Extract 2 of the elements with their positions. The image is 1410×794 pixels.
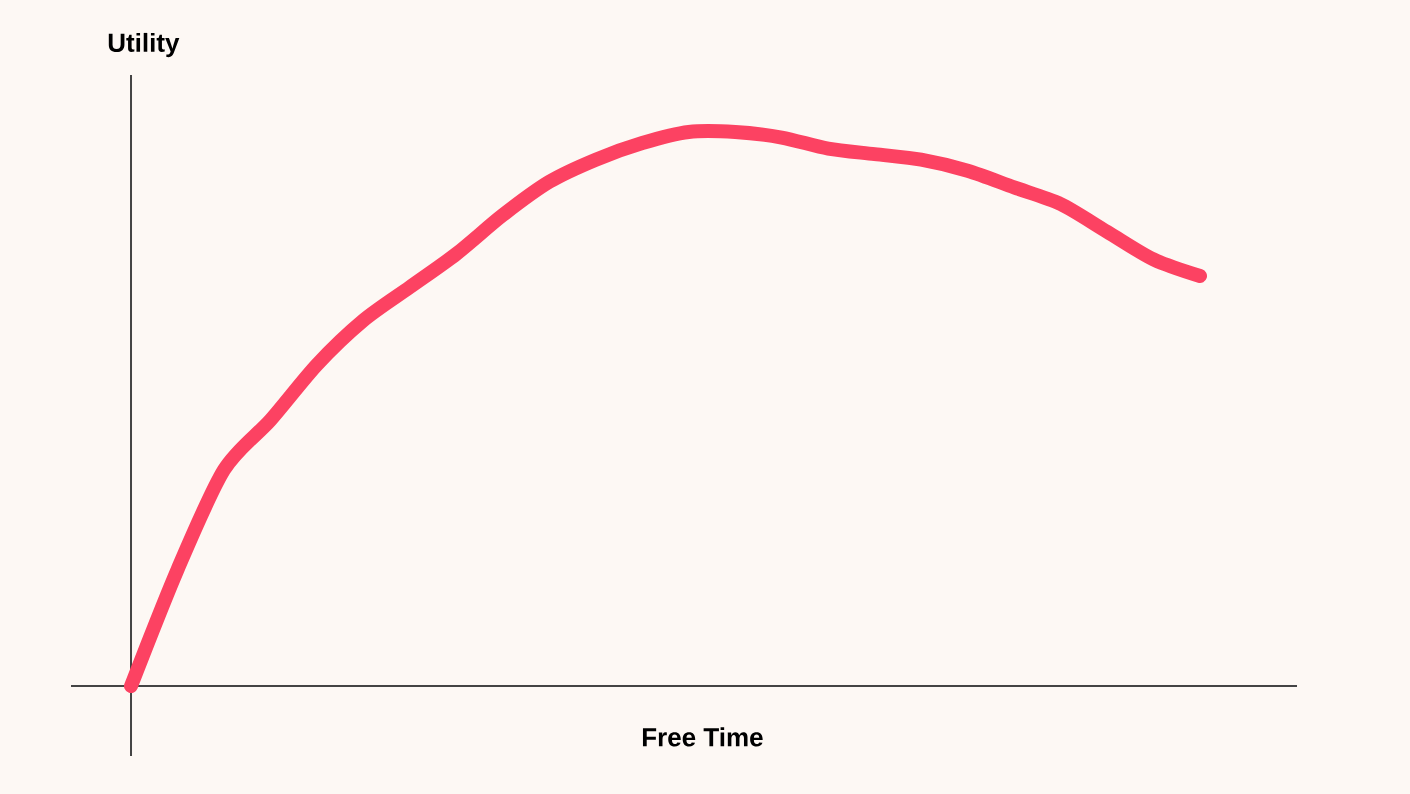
- x-axis-title: Free Time: [642, 727, 763, 747]
- y-axis-title: Utility: [108, 32, 180, 58]
